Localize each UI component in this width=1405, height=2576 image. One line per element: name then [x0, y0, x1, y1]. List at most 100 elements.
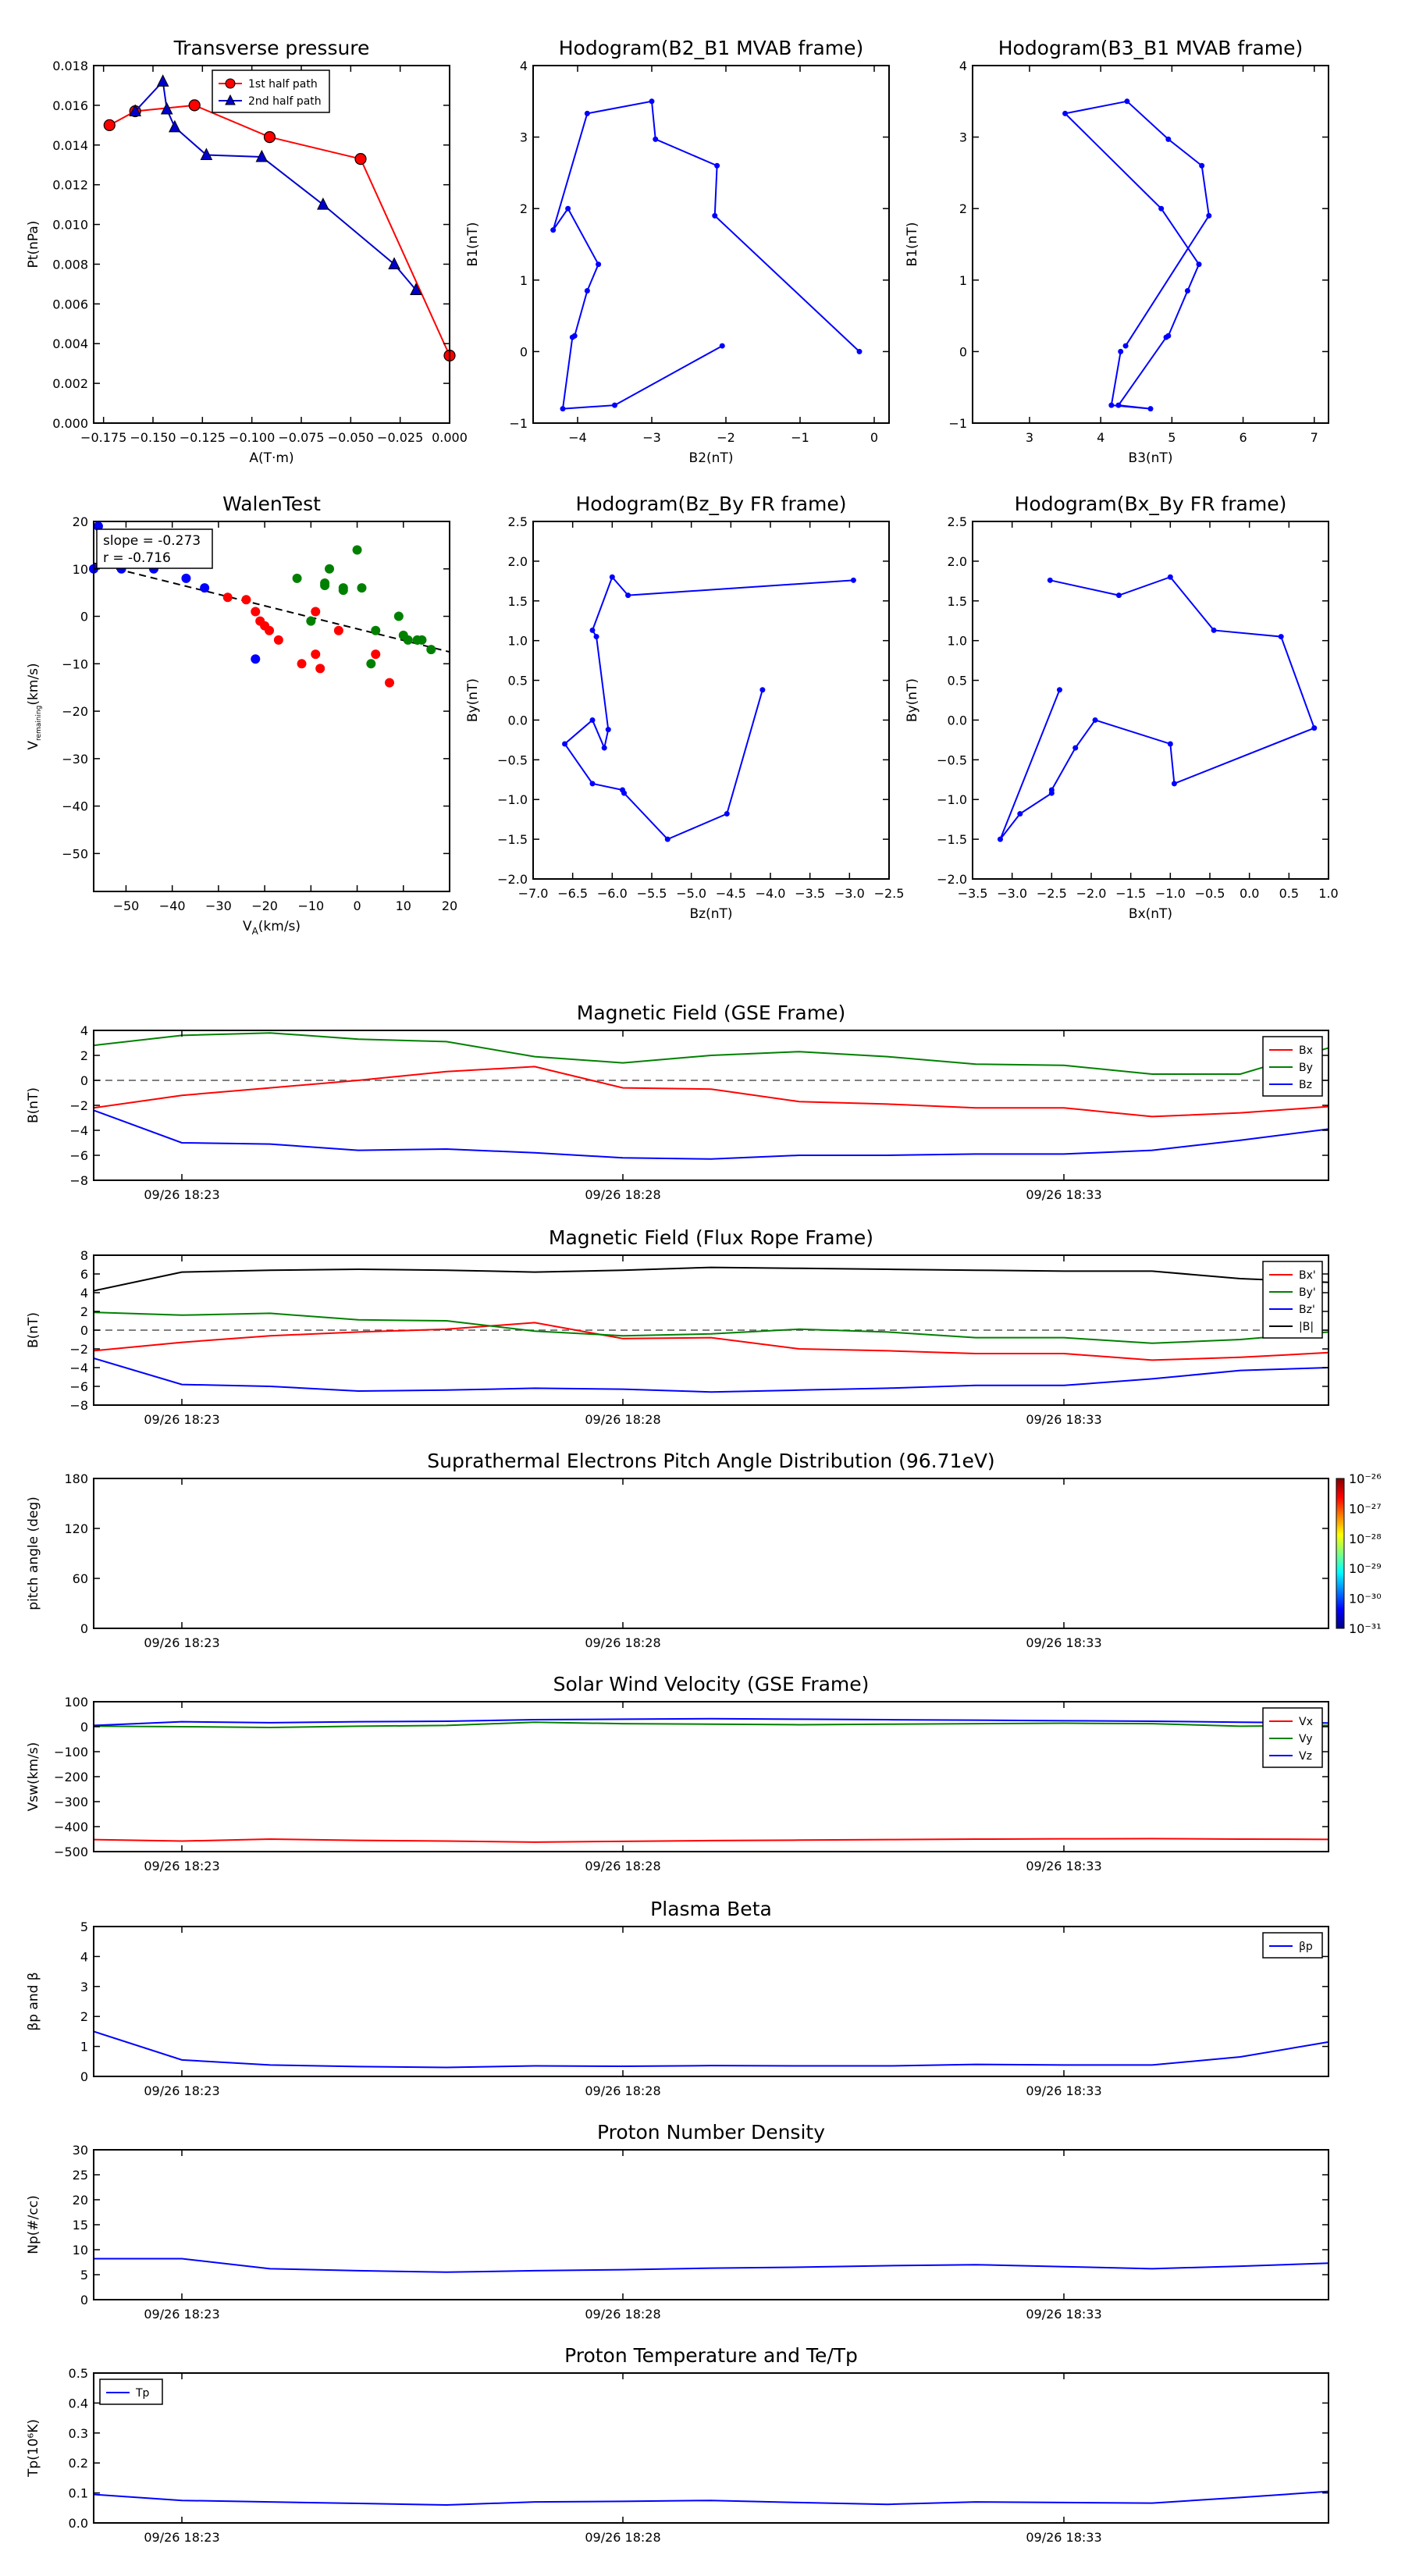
panel-walen: WalenTest −50 −40 −30 −20 −10 0 10 20 −50 −40 −30 −2…: [26, 493, 457, 937]
y-tick-label: −8: [69, 1173, 88, 1188]
data-point: [426, 645, 436, 655]
legend: βp: [1262, 1932, 1323, 1959]
x-tick-label: 4: [1097, 430, 1104, 445]
x-tick-label: 0: [353, 898, 361, 913]
data-point: [562, 741, 568, 747]
data-point: [1108, 402, 1115, 408]
y-axis-label: βp and β: [26, 1972, 41, 2030]
y-tick-label: 180: [64, 1471, 88, 1486]
plot-frame: [93, 2372, 1329, 2524]
data-point: [222, 592, 233, 603]
y-tick-label: 0: [80, 1720, 88, 1735]
chart-title: Hodogram(Bz_By FR frame): [575, 493, 846, 515]
y-tick-label: −8: [69, 1398, 88, 1413]
series-line: [108, 104, 450, 356]
series-line: [93, 2490, 1329, 2506]
data-point: [320, 581, 330, 591]
data-point: [1048, 790, 1055, 796]
data-point: [417, 635, 427, 645]
legend-label: By': [1299, 1286, 1316, 1299]
x-tick-label: 09/26 18:28: [585, 1859, 660, 1873]
x-tick-label: 09/26 18:23: [144, 1859, 219, 1873]
y-tick-label: −500: [54, 1845, 88, 1859]
x-axis-label: B2(nT): [689, 450, 734, 466]
y-tick-label: 0: [80, 1323, 88, 1338]
plot-frame: [532, 65, 890, 424]
y-tick-label: 1: [80, 2040, 88, 2055]
legend-label: Bx': [1299, 1269, 1316, 1282]
data-point: [1147, 406, 1154, 412]
plot-frame: [93, 2149, 1329, 2300]
series-s0: [94, 2258, 1329, 2273]
data-point: [712, 212, 718, 219]
y-tick-label: 2: [959, 201, 967, 216]
data-point: [333, 625, 343, 635]
y-tick-label: 0.5: [69, 2366, 88, 2381]
x-tick-label: −4.0: [756, 886, 786, 901]
y-tick-label: 0.5: [508, 674, 528, 688]
legend-label: Bx: [1299, 1044, 1313, 1057]
legend-label: 1st half path: [248, 78, 318, 91]
x-tick-label: −3.5: [795, 886, 825, 901]
data-point: [625, 592, 631, 599]
data-point: [589, 627, 596, 633]
data-point: [719, 343, 725, 349]
data-point: [1115, 402, 1122, 408]
x-tick-label: −50: [113, 898, 140, 913]
y-tick-label: −6: [69, 1148, 88, 1163]
data-point: [621, 790, 628, 796]
series-line: [94, 2258, 1329, 2273]
data-point: [200, 583, 210, 593]
data-point: [1092, 717, 1098, 723]
y-tick-label: −20: [62, 704, 88, 719]
data-point: [160, 101, 173, 115]
x-tick-label: −2: [717, 430, 735, 445]
panel-pad: Suprathermal Electrons Pitch Angle Distr…: [26, 1450, 1382, 1650]
chart-title: Plasma Beta: [650, 1898, 772, 1920]
x-tick-label: −0.050: [328, 430, 374, 445]
data-point: [584, 288, 590, 294]
data-point: [565, 205, 571, 212]
x-tick-label: 0.5: [1279, 886, 1299, 901]
plot-frame: [93, 1030, 1329, 1181]
y-tick-label: 0.5: [948, 674, 967, 688]
data-point: [129, 104, 142, 117]
x-tick-label: −3: [642, 430, 661, 445]
y-tick-label: 10: [73, 2243, 88, 2258]
y-axis-label: B(nT): [26, 1312, 41, 1348]
y-tick-label: 4: [80, 1286, 88, 1300]
x-tick-label: −40: [159, 898, 186, 913]
data-point: [1199, 162, 1205, 169]
y-tick-label: −40: [62, 799, 88, 814]
y-tick-label: −0.5: [937, 753, 967, 767]
ticks: −2.0 −1.5 −1.0 −0.5 0.0 0.5 1.0 1.5 2.0 2.5 −7.0 −6…: [497, 514, 904, 901]
colorbar-label: 10⁻³⁰: [1349, 1592, 1382, 1606]
x-tick-label: 09/26 18:28: [585, 1187, 660, 1202]
data-point: [1017, 811, 1023, 817]
x-axis-label: B3(nT): [1129, 450, 1173, 466]
data-point: [273, 635, 283, 645]
y-tick-label: 8: [80, 1248, 88, 1263]
data-point: [664, 836, 670, 842]
x-tick-label: 0.000: [432, 430, 468, 445]
legend-frame: [212, 69, 330, 113]
data-point: [297, 659, 307, 669]
x-tick-label: −2.5: [1037, 886, 1067, 901]
data-point: [366, 659, 376, 669]
y-tick-label: 1: [959, 273, 967, 288]
ticks: 0 5 10 15 20 25 30 09/26 18:23 09/26 18:28 09/26 …: [73, 2143, 1329, 2322]
y-tick-label: 0.2: [69, 2456, 88, 2471]
x-tick-label: −3.5: [958, 886, 988, 901]
x-tick-label: −3.0: [997, 886, 1027, 901]
x-axis-label: Bx(nT): [1129, 906, 1172, 922]
series-line: [999, 576, 1316, 840]
series-vx: [93, 1838, 1329, 1843]
data-point: [550, 227, 557, 233]
y-tick-label: 20: [73, 2193, 88, 2208]
data-point: [338, 583, 348, 593]
plot-frame: [972, 65, 1329, 424]
ticks: 0 1 2 3 4 5 09/26 18:23 09/26 18:28 09/26 18:33: [80, 1920, 1329, 2098]
data-point: [1122, 343, 1129, 349]
ticks: −1 0 1 2 3 4 3 4 5 6 7: [948, 59, 1329, 445]
